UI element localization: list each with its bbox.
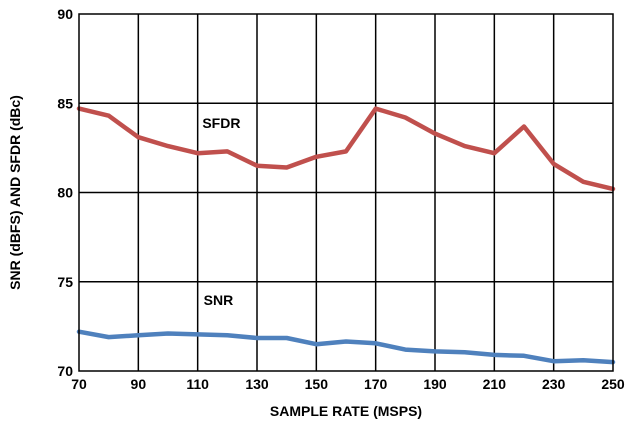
sfdr-series-line — [76, 106, 616, 192]
x-tick-label: 150 — [305, 376, 329, 392]
x-tick-label: 190 — [423, 376, 447, 392]
grid-layer — [79, 14, 613, 371]
y-axis-title: SNR (dBFS) AND SFDR (dBc) — [7, 95, 23, 290]
y-tick-label: 85 — [57, 95, 73, 111]
plot-frame — [78, 13, 614, 372]
x-tick-label: 230 — [542, 376, 566, 392]
x-axis-title: SAMPLE RATE (MSPS) — [270, 403, 422, 419]
sfdr-series-label: SFDR — [202, 115, 240, 131]
y-tick-label: 70 — [57, 363, 73, 379]
y-tick-label: 75 — [57, 274, 73, 290]
snr-series-line — [76, 329, 616, 365]
x-tick-label: 170 — [364, 376, 388, 392]
x-tick-label: 90 — [131, 376, 147, 392]
tick-label-layer: 70 90 110 130 150 170 190 210 230 250 70 75 80 85 90 — [57, 6, 624, 392]
x-tick-label: 110 — [186, 376, 209, 392]
x-tick-label: 250 — [601, 376, 625, 392]
plot-frame-layer — [78, 13, 614, 372]
x-tick-label: 70 — [71, 376, 87, 392]
y-tick-label: 80 — [57, 185, 73, 201]
snr-series-label: SNR — [204, 292, 234, 308]
x-tick-label: 210 — [483, 376, 507, 392]
series-layer — [76, 106, 616, 365]
x-tick-label: 130 — [245, 376, 269, 392]
y-tick-label: 90 — [57, 6, 73, 22]
